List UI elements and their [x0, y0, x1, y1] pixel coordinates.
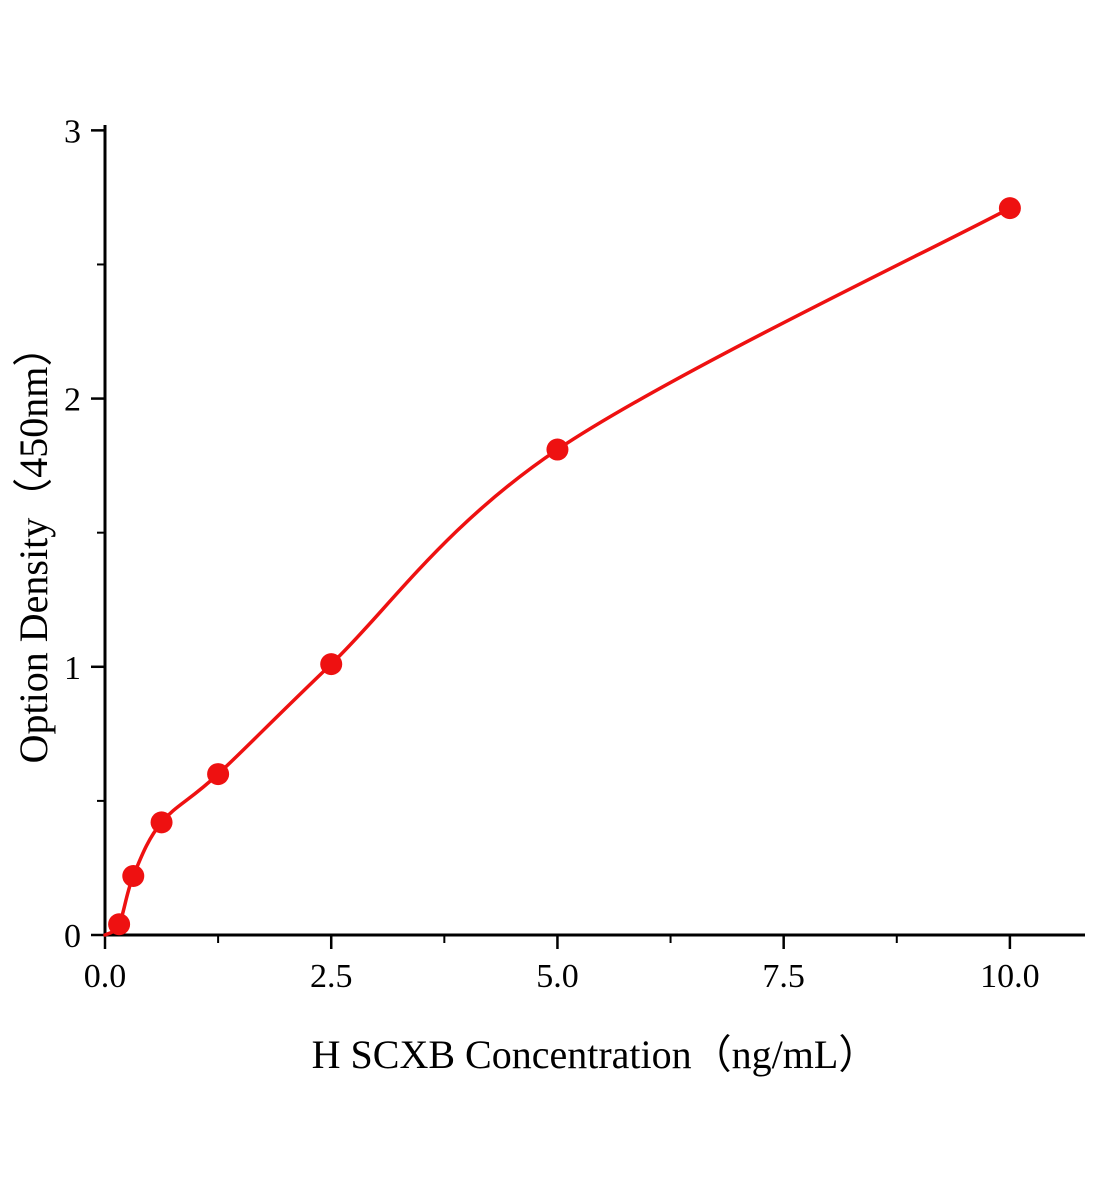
y-axis-title: Option Density（450nm） — [11, 326, 56, 764]
data-point — [108, 913, 131, 936]
data-point — [546, 438, 569, 461]
fitted-curve — [103, 206, 1012, 937]
x-tick-label: 0.0 — [84, 958, 127, 995]
y-tick-label: 3 — [64, 113, 81, 150]
x-tick-label: 10.0 — [980, 958, 1040, 995]
x-tick-label: 5.0 — [536, 958, 579, 995]
x-tick-label: 2.5 — [310, 958, 353, 995]
y-tick-label: 2 — [64, 382, 81, 419]
data-point — [122, 864, 145, 887]
data-point — [207, 763, 230, 786]
data-point — [150, 811, 173, 834]
data-point — [320, 653, 343, 676]
y-tick-label: 1 — [64, 650, 81, 687]
x-axis-title: H SCXB Concentration（ng/mL） — [311, 1032, 879, 1077]
x-tick-label: 7.5 — [762, 958, 805, 995]
data-point — [998, 197, 1021, 220]
y-tick-label: 0 — [64, 918, 81, 955]
